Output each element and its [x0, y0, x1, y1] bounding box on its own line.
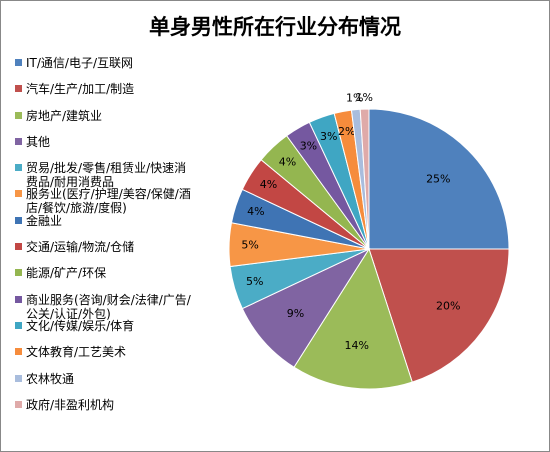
legend-swatch [15, 243, 22, 251]
legend-item: 汽车/生产/加工/制造 [15, 82, 195, 108]
legend-label: 汽车/生产/加工/制造 [26, 82, 135, 97]
legend-swatch [15, 190, 22, 198]
legend-label: 农林牧通 [26, 371, 75, 386]
legend-item: 文化/传媒/娱乐/体育 [15, 319, 195, 345]
legend-swatch [15, 111, 22, 119]
data-label: 9% [287, 307, 304, 320]
legend-swatch [15, 400, 22, 408]
data-label: 1% [346, 91, 363, 104]
legend-swatch [15, 137, 22, 145]
legend-item: 交通/运输/物流/仓储 [15, 240, 195, 266]
chart-title: 单身男性所在行业分布情况 [149, 15, 401, 39]
data-label: 20% [436, 300, 460, 313]
data-label: 14% [344, 339, 368, 352]
legend-label: 服务业(医疗/护理/美容/保健/酒店/餐饮/旅游/度假) [26, 187, 191, 216]
legend-item: IT/通信/电子/互联网 [15, 56, 195, 82]
legend-item: 文体教育/工艺美术 [15, 345, 195, 371]
legend-label: 房地产/建筑业 [26, 108, 103, 123]
legend-label: 文化/传媒/娱乐/体育 [26, 318, 135, 333]
data-label: 4% [279, 155, 296, 168]
legend-swatch [15, 374, 22, 382]
legend-label: 交通/运输/物流/仓储 [26, 240, 135, 255]
legend-label: 政府/非盈利机构 [26, 397, 115, 412]
legend-swatch [15, 348, 22, 356]
legend-item: 贸易/批发/零售/租赁业/快速消费品/耐用消费品 [15, 161, 195, 190]
legend-swatch [15, 321, 22, 329]
legend-label: IT/通信/电子/互联网 [26, 56, 133, 70]
legend-label: 贸易/批发/零售/租赁业/快速消费品/耐用消费品 [26, 161, 187, 190]
data-label: 5% [241, 238, 258, 251]
pie-slice [368, 108, 510, 250]
pie-slice [293, 247, 413, 390]
legend-item: 农林牧通 [15, 372, 195, 398]
legend: IT/通信/电子/互联网 汽车/生产/加工/制造 房地产/建筑业 其他贸易/批发/零售… [15, 56, 195, 424]
data-label: 25% [426, 173, 450, 186]
legend-swatch [15, 164, 22, 172]
pie-slice [241, 247, 371, 368]
legend-swatch [15, 269, 22, 277]
legend-swatch [15, 295, 22, 303]
legend-label: 能源/矿产/环保 [26, 266, 107, 281]
legend-item: 服务业(医疗/护理/美容/保健/酒店/餐饮/旅游/度假) [15, 187, 195, 216]
data-label: 3% [320, 130, 337, 143]
data-label: 5% [246, 275, 263, 288]
pie-slice [368, 248, 510, 383]
data-label: 1% [356, 91, 373, 104]
data-label: 2% [338, 125, 355, 138]
legend-swatch [15, 59, 22, 66]
legend-label: 金融业 [26, 213, 63, 228]
legend-label: 商业服务(咨询/财会/法律/广告/公关/认证/外包) [26, 292, 191, 321]
legend-item: 能源/矿产/环保 [15, 266, 195, 292]
data-label: 3% [300, 140, 317, 153]
legend-item: 其他 [15, 135, 195, 161]
legend-item: 房地产/建筑业 [15, 109, 195, 135]
data-label: 4% [247, 205, 264, 218]
legend-label: 其他 [26, 134, 51, 149]
pie-slice [359, 108, 370, 250]
legend-item: 金融业 [15, 214, 195, 240]
legend-swatch [15, 85, 22, 93]
legend-label: 文体教育/工艺美术 [26, 345, 127, 360]
data-label: 4% [260, 178, 277, 191]
legend-item: 政府/非盈利机构 [15, 398, 195, 424]
legend-item: 商业服务(咨询/财会/法律/广告/公关/认证/外包) [15, 292, 195, 321]
legend-swatch [15, 216, 22, 224]
